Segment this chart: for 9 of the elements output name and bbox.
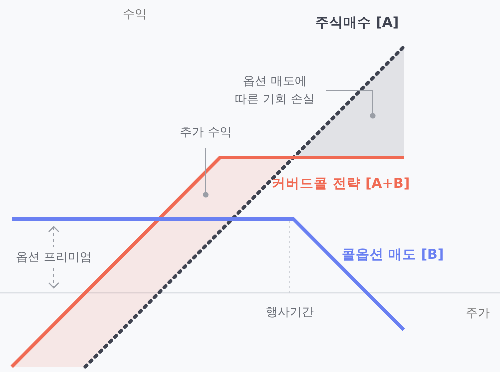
series-label: 주식매수 [A] (316, 15, 399, 31)
series-label: 콜옵션 매도 [B] (342, 247, 444, 264)
series-label: 커버드콜 전략 [A+B] (272, 176, 410, 192)
x-axis-title: 주가 (466, 306, 490, 320)
y-axis-title: 수익 (123, 7, 147, 21)
annotation: 옵션 프리미엄 (16, 250, 92, 264)
annotation: 추가 수익 (180, 125, 232, 139)
annotation: 행사기간 (266, 305, 314, 319)
annotation: 옵션 매도에 따른 기회 손실 (235, 74, 315, 106)
